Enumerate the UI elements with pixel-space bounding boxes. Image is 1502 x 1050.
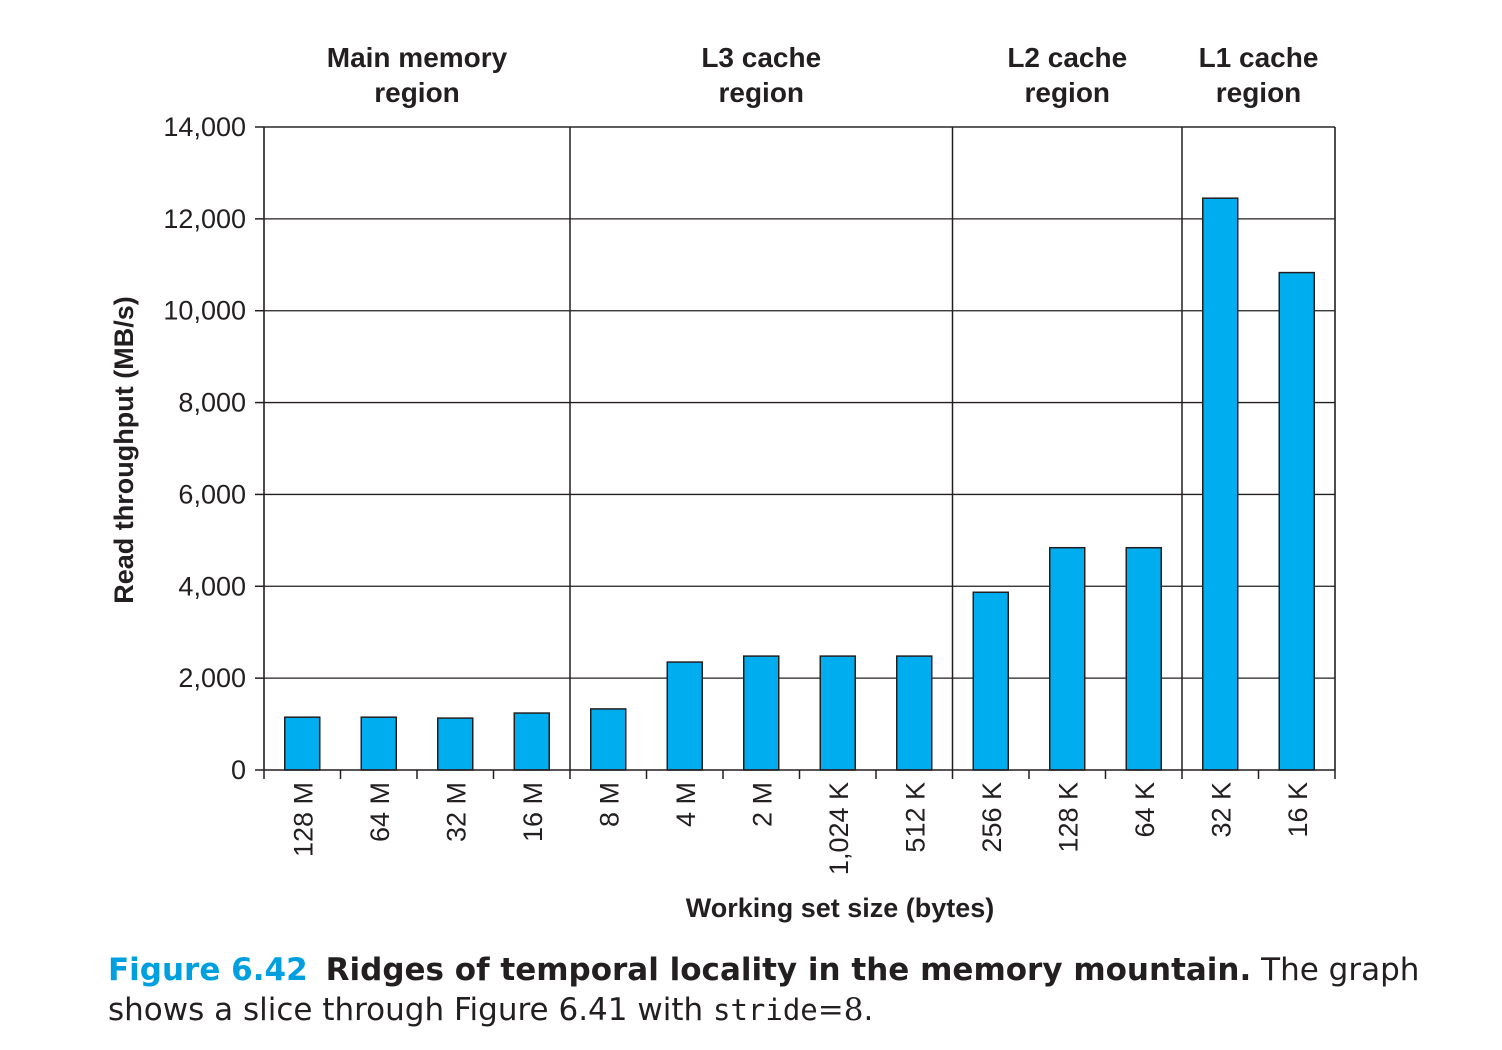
x-tick-label: 1,024 K [824,782,854,875]
region-label-line1: L2 cache [1007,42,1127,73]
x-axis-label: Working set size (bytes) [686,893,995,923]
region-label-line2: region [1024,77,1110,108]
x-tick-label: 16 M [518,782,548,842]
x-tick-label: 4 M [671,782,701,827]
x-tick-labels: 128 M 64 M 32 M 16 M 8 M 4 M 2 M 1,024 K 512 K 25… [288,782,1313,875]
y-tick-label: 12,000 [163,204,246,234]
x-tick-label: 128 K [1053,782,1083,853]
grid-lines [264,126,1335,679]
y-tick-label: 6,000 [178,479,246,509]
caption-text: The graph shows a slice through Figure 6… [108,952,1420,1028]
x-tick-label: 64 M [365,782,395,842]
bar-chart: 02,0004,0006,0008,00010,00012,00014,000 … [109,42,1336,923]
caption-end: . [863,992,874,1028]
region-label-line1: L1 cache [1199,42,1319,73]
bar [896,655,933,771]
region-label-line2: region [718,77,804,108]
caption-value: 8 [843,992,864,1028]
y-tick-label: 0 [231,755,246,785]
x-tick-label: 256 K [977,782,1007,853]
region-label-line2: region [1216,77,1302,108]
bar [1049,546,1086,771]
x-tick-label: 128 M [288,782,318,857]
bar [360,716,397,771]
x-tick-label: 32 M [441,782,471,842]
bar [972,591,1009,771]
x-tick-label: 8 M [594,782,624,827]
y-tick-label: 4,000 [178,571,246,601]
bar [437,717,474,771]
region-labels: Main memory region L3 cache region L2 cache r… [327,42,1319,108]
bar [590,708,627,771]
y-tick-label: 14,000 [163,112,246,142]
bar [743,655,780,771]
caption-title: Ridges of temporal locality in the memor… [325,952,1252,988]
y-tick-label: 2,000 [178,663,246,693]
bar [1202,197,1239,771]
x-tick-label: 2 M [747,782,777,827]
caption-label: Figure 6.42 [108,952,308,988]
caption-code: stride [713,993,818,1027]
region-dividers [569,127,1183,770]
bar [1278,271,1315,771]
bar [666,661,703,771]
y-tick-label: 8,000 [178,388,246,418]
x-tick-label: 64 K [1130,782,1160,838]
axes [255,126,1336,779]
bar [513,712,550,771]
x-tick-label: 512 K [900,782,930,853]
y-axis-label: Read throughput (MB/s) [109,296,139,603]
bar [819,655,856,771]
region-label-line2: region [374,77,460,108]
x-tick-label: 32 K [1206,782,1236,838]
region-label-line1: L3 cache [701,42,821,73]
bar [1125,546,1162,771]
figure-caption: Figure 6.42 Ridges of temporal locality i… [108,950,1498,1030]
caption-equals: = [817,992,844,1028]
x-tick-label: 16 K [1283,782,1313,838]
y-tick-labels: 0 2,000 4,000 6,000 8,000 10,000 12,000 14,000 [163,112,246,785]
bars [284,197,1315,771]
region-label-line1: Main memory [327,42,508,73]
y-tick-label: 10,000 [163,296,246,326]
bar [284,716,321,771]
